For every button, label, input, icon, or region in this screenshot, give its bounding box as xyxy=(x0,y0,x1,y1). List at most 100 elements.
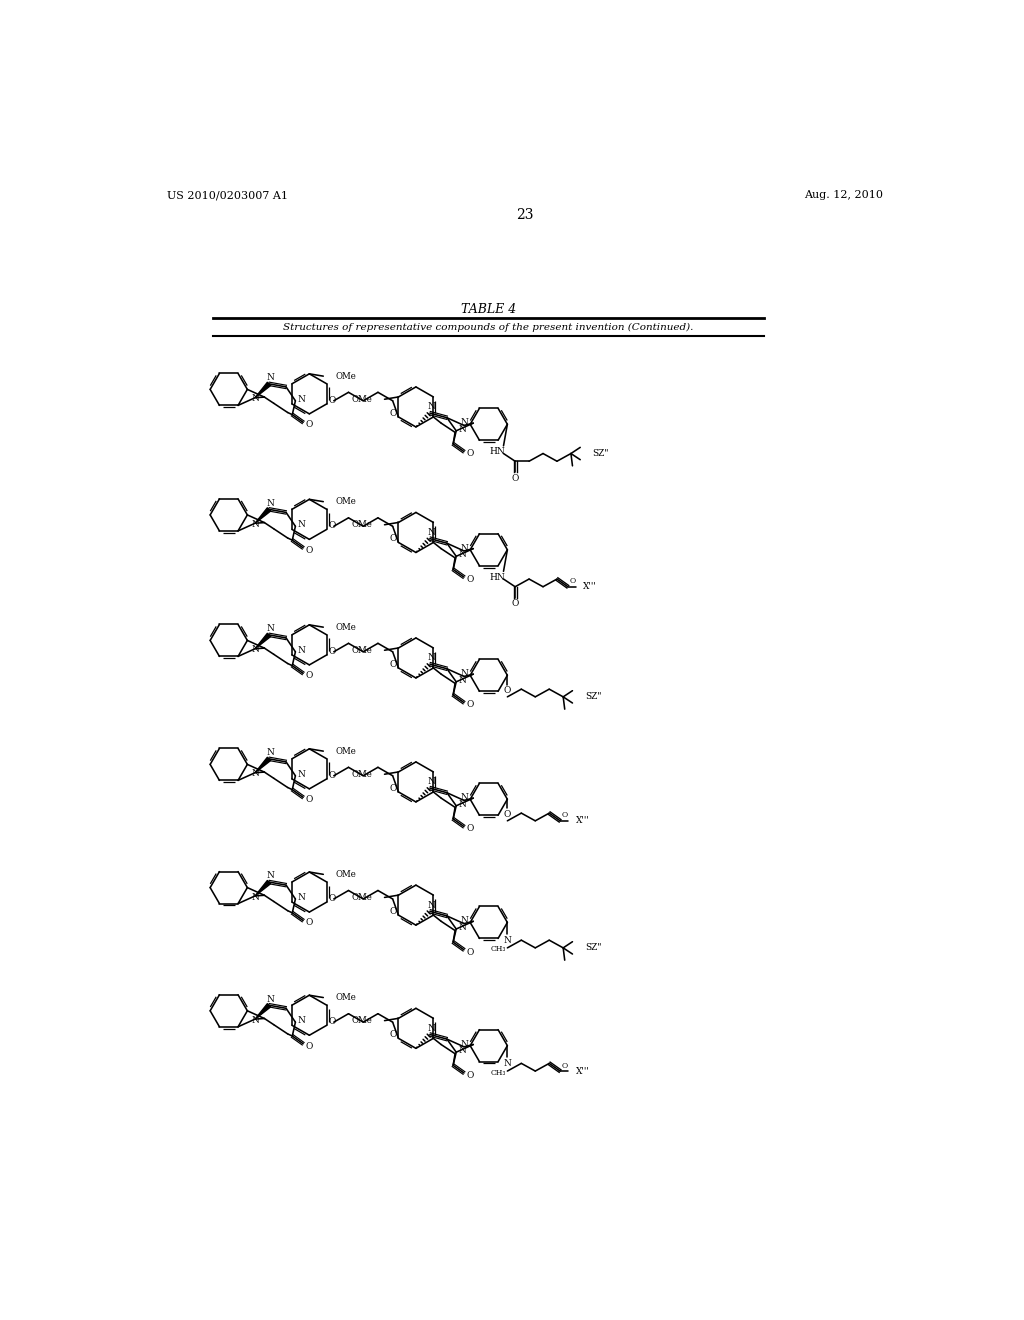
Text: O: O xyxy=(305,919,313,928)
Text: OMe: OMe xyxy=(336,993,356,1002)
Text: N: N xyxy=(298,520,305,529)
Text: O: O xyxy=(329,771,336,780)
Text: X''': X''' xyxy=(575,1067,590,1076)
Text: O: O xyxy=(389,1030,396,1039)
Text: O: O xyxy=(305,795,313,804)
Text: 23: 23 xyxy=(516,209,534,222)
Text: SZ": SZ" xyxy=(585,944,601,952)
Text: OMe: OMe xyxy=(351,892,372,902)
Text: N: N xyxy=(266,748,274,758)
Text: N: N xyxy=(459,923,466,932)
Text: O: O xyxy=(569,577,575,585)
Polygon shape xyxy=(255,383,270,397)
Text: N: N xyxy=(298,395,305,404)
Text: N: N xyxy=(461,418,469,428)
Text: O: O xyxy=(561,812,567,820)
Text: O: O xyxy=(467,701,474,709)
Text: N: N xyxy=(459,676,466,685)
Text: N: N xyxy=(298,645,305,655)
Text: N: N xyxy=(459,800,466,809)
Text: O: O xyxy=(561,1061,567,1069)
Text: O: O xyxy=(467,449,474,458)
Text: O: O xyxy=(329,647,336,656)
Polygon shape xyxy=(255,1003,270,1019)
Text: O: O xyxy=(305,545,313,554)
Text: N: N xyxy=(427,528,435,537)
Text: N: N xyxy=(427,403,435,412)
Text: O: O xyxy=(511,474,519,483)
Text: O: O xyxy=(467,576,474,583)
Text: N: N xyxy=(266,871,274,880)
Text: N: N xyxy=(252,520,260,529)
Text: OMe: OMe xyxy=(336,623,356,632)
Polygon shape xyxy=(255,880,270,896)
Text: Structures of representative compounds of the present invention (Continued).: Structures of representative compounds o… xyxy=(284,323,693,333)
Text: N: N xyxy=(427,653,435,663)
Text: OMe: OMe xyxy=(336,498,356,506)
Text: X''': X''' xyxy=(584,582,597,591)
Text: O: O xyxy=(329,1016,336,1026)
Polygon shape xyxy=(255,508,270,523)
Text: SZ": SZ" xyxy=(585,693,601,701)
Polygon shape xyxy=(255,758,270,772)
Text: N: N xyxy=(427,777,435,787)
Text: O: O xyxy=(511,599,519,609)
Text: O: O xyxy=(389,535,396,543)
Text: CH₃: CH₃ xyxy=(490,945,506,953)
Text: OMe: OMe xyxy=(336,747,356,755)
Text: N: N xyxy=(459,1047,466,1055)
Text: N: N xyxy=(266,624,274,634)
Text: N: N xyxy=(461,1040,469,1048)
Text: N: N xyxy=(266,499,274,508)
Text: N: N xyxy=(252,645,260,655)
Text: HN: HN xyxy=(489,447,505,457)
Text: N: N xyxy=(504,936,511,945)
Text: N: N xyxy=(459,425,466,434)
Text: HN: HN xyxy=(489,573,505,582)
Text: O: O xyxy=(389,409,396,417)
Text: N: N xyxy=(504,1059,511,1068)
Text: OMe: OMe xyxy=(351,395,372,404)
Text: N: N xyxy=(427,900,435,909)
Text: N: N xyxy=(266,374,274,383)
Text: N: N xyxy=(461,669,469,678)
Text: N: N xyxy=(252,892,260,902)
Text: X''': X''' xyxy=(575,816,590,825)
Text: O: O xyxy=(305,671,313,680)
Polygon shape xyxy=(255,634,270,648)
Text: OMe: OMe xyxy=(351,1016,372,1026)
Text: O: O xyxy=(389,660,396,669)
Text: O: O xyxy=(329,396,336,404)
Text: O: O xyxy=(504,686,511,696)
Text: O: O xyxy=(389,784,396,792)
Text: OMe: OMe xyxy=(336,870,356,879)
Text: N: N xyxy=(252,395,260,404)
Text: N: N xyxy=(266,994,274,1003)
Text: TABLE 4: TABLE 4 xyxy=(461,302,516,315)
Text: N: N xyxy=(461,793,469,803)
Text: OMe: OMe xyxy=(351,770,372,779)
Text: O: O xyxy=(467,948,474,957)
Text: N: N xyxy=(298,892,305,902)
Text: OMe: OMe xyxy=(336,372,356,380)
Text: Aug. 12, 2010: Aug. 12, 2010 xyxy=(804,190,883,201)
Text: O: O xyxy=(389,907,396,916)
Text: O: O xyxy=(467,1071,474,1080)
Text: OMe: OMe xyxy=(351,645,372,655)
Text: N: N xyxy=(252,770,260,779)
Text: N: N xyxy=(298,1016,305,1026)
Text: O: O xyxy=(467,825,474,833)
Text: O: O xyxy=(504,810,511,820)
Text: N: N xyxy=(459,550,466,560)
Text: O: O xyxy=(329,521,336,531)
Text: CH₃: CH₃ xyxy=(490,1069,506,1077)
Text: N: N xyxy=(427,1024,435,1032)
Text: O: O xyxy=(305,1041,313,1051)
Text: N: N xyxy=(461,916,469,925)
Text: OMe: OMe xyxy=(351,520,372,529)
Text: US 2010/0203007 A1: US 2010/0203007 A1 xyxy=(167,190,288,201)
Text: O: O xyxy=(329,894,336,903)
Text: N: N xyxy=(252,1016,260,1024)
Text: N: N xyxy=(298,770,305,779)
Text: O: O xyxy=(305,420,313,429)
